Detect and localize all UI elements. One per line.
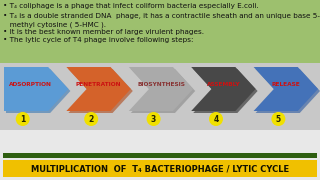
Text: methyl cytosine ( 5-HMC ).: methyl cytosine ( 5-HMC ).: [3, 21, 106, 28]
Polygon shape: [191, 67, 256, 111]
Text: 2: 2: [89, 114, 94, 123]
Text: 3: 3: [151, 114, 156, 123]
Bar: [0, 63, 320, 130]
Text: PENETRATION: PENETRATION: [76, 82, 121, 87]
Polygon shape: [131, 69, 195, 113]
Bar: [3, 153, 317, 158]
Polygon shape: [67, 67, 131, 111]
Text: • T₄ is a double stranded DNA  phage, it has a contractile sheath and an unique : • T₄ is a double stranded DNA phage, it …: [3, 13, 320, 19]
Polygon shape: [4, 67, 68, 111]
Polygon shape: [129, 67, 193, 111]
Circle shape: [209, 112, 223, 126]
Polygon shape: [6, 69, 70, 113]
Text: BIOSYNTHESIS: BIOSYNTHESIS: [137, 82, 185, 87]
Text: • The lytic cycle of T4 phage involve following steps:: • The lytic cycle of T4 phage involve fo…: [3, 37, 194, 43]
Polygon shape: [68, 69, 133, 113]
Text: 1: 1: [20, 114, 25, 123]
Text: MULTIPLICATION  OF  T₄ BACTERIOPHAGE / LYTIC CYCLE: MULTIPLICATION OF T₄ BACTERIOPHAGE / LYT…: [31, 164, 289, 173]
Text: ADSORPTION: ADSORPTION: [9, 82, 52, 87]
Text: ASSEMBLY: ASSEMBLY: [207, 82, 240, 87]
Text: 4: 4: [213, 114, 219, 123]
Circle shape: [16, 112, 30, 126]
Circle shape: [271, 112, 285, 126]
Circle shape: [84, 112, 98, 126]
Text: • T₄ coliphage is a phage that infect coliform bacteria especially E.coli.: • T₄ coliphage is a phage that infect co…: [3, 3, 259, 9]
Polygon shape: [256, 69, 320, 113]
Bar: [0, 0, 320, 63]
Text: • It is the best known member of large virulent phages.: • It is the best known member of large v…: [3, 29, 204, 35]
Bar: [3, 160, 317, 177]
Bar: [0, 130, 320, 180]
Text: RELEASE: RELEASE: [271, 82, 300, 87]
Polygon shape: [193, 69, 258, 113]
Circle shape: [147, 112, 161, 126]
Text: 5: 5: [276, 114, 281, 123]
Polygon shape: [253, 67, 318, 111]
